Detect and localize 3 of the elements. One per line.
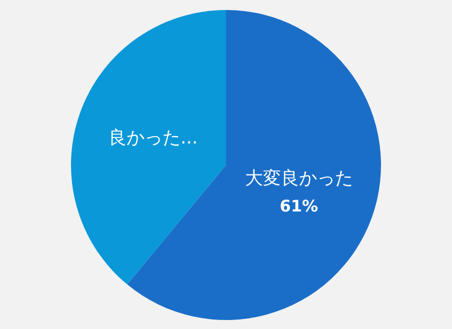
slice-label: 良かった... bbox=[108, 127, 198, 148]
slice-label: 大変良かった bbox=[244, 168, 353, 189]
data-label: 61% bbox=[280, 196, 318, 216]
